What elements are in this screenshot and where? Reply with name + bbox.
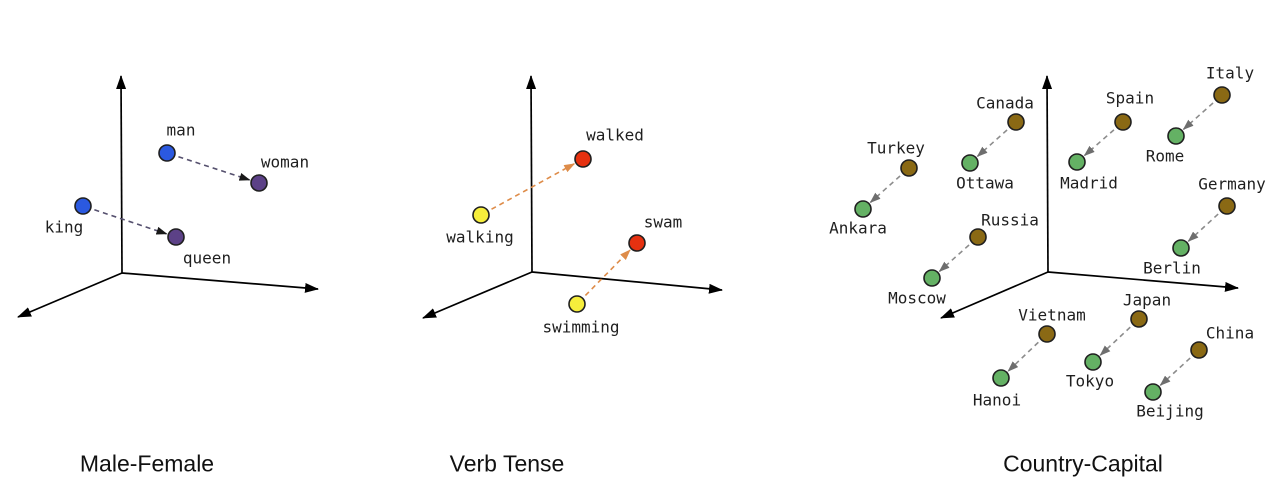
arrow-russia-moscow [938,244,970,273]
panel-verb-tense: walking walked swimming swam [422,75,723,337]
label-germany: Germany [1198,175,1266,194]
label-swam: swam [644,213,683,232]
point-beijing [1144,383,1162,401]
point-japan [1130,310,1148,328]
point-walking [472,206,490,224]
arrow-canada-ottawa [976,129,1008,158]
arrow-king-queen [94,209,168,235]
arrow-vietnam-hanoi [1007,341,1039,372]
label-japan: Japan [1123,291,1171,310]
point-moscow [923,269,941,287]
axis-left [940,271,1049,319]
arrow-germany-berlin [1187,213,1219,242]
label-woman: woman [261,153,309,172]
point-russia [969,228,987,246]
point-madrid [1068,153,1086,171]
axis-vertical [1042,75,1053,273]
panel-male-female: man woman king queen [17,75,319,318]
label-walking: walking [446,228,513,247]
label-ottawa: Ottawa [956,174,1014,193]
panel-title-male-female: Male-Female [79,450,215,477]
point-walked [574,150,592,168]
arrow-japan-tokyo [1099,326,1131,356]
label-walked: walked [586,126,644,145]
arrow-walking-walked [491,163,576,210]
label-man: man [167,121,196,140]
arrow-turkey-ankara [869,175,901,204]
arrow-man-woman [178,155,251,181]
arrow-swimming-swam [584,249,631,297]
label-italy: Italy [1206,64,1255,83]
label-canada: Canada [976,94,1034,113]
arrow-china-beijing [1159,357,1191,386]
point-ankara [854,200,872,218]
point-swam [628,234,646,252]
panel-country-capital: Turkey Ankara Canada Ottawa Russia Moscow Spai… [829,64,1266,421]
label-beijing: Beijing [1136,402,1203,421]
label-swimming: swimming [542,318,619,337]
point-ottawa [961,154,979,172]
point-canada [1007,113,1025,131]
label-spain: Spain [1106,89,1154,108]
label-rome: Rome [1146,147,1185,166]
point-turkey [900,159,918,177]
label-moscow: Moscow [888,289,946,308]
point-woman [250,174,268,192]
label-russia: Russia [981,211,1039,230]
arrow-italy-rome [1182,102,1214,131]
label-madrid: Madrid [1060,174,1118,193]
point-queen [167,228,185,246]
point-king [74,197,92,215]
point-rome [1167,127,1185,145]
label-king: king [45,218,84,237]
axis-vertical [116,75,127,274]
panel-title-verb-tense: Verb Tense [449,450,565,477]
axis-vertical [526,75,537,273]
panel-title-country-capital: Country-Capital [1003,450,1163,477]
label-berlin: Berlin [1143,259,1201,278]
point-hanoi [992,369,1010,387]
point-italy [1213,86,1231,104]
axis-right [121,272,319,293]
axis-left [17,272,123,318]
point-china [1190,341,1208,359]
label-china: China [1206,324,1254,343]
label-turkey: Turkey [867,139,925,158]
point-spain [1114,113,1132,131]
point-swimming [568,295,586,313]
axis-right [1047,271,1239,292]
axis-left [422,271,533,319]
point-tokyo [1084,353,1102,371]
point-man [158,144,176,162]
label-queen: queen [183,249,231,268]
label-hanoi: Hanoi [973,391,1021,410]
arrow-spain-madrid [1083,129,1115,157]
label-tokyo: Tokyo [1066,372,1114,391]
axis-right [531,271,723,294]
label-ankara: Ankara [829,219,887,238]
label-vietnam: Vietnam [1018,306,1085,325]
point-berlin [1172,239,1190,257]
point-germany [1218,197,1236,215]
point-vietnam [1038,325,1056,343]
